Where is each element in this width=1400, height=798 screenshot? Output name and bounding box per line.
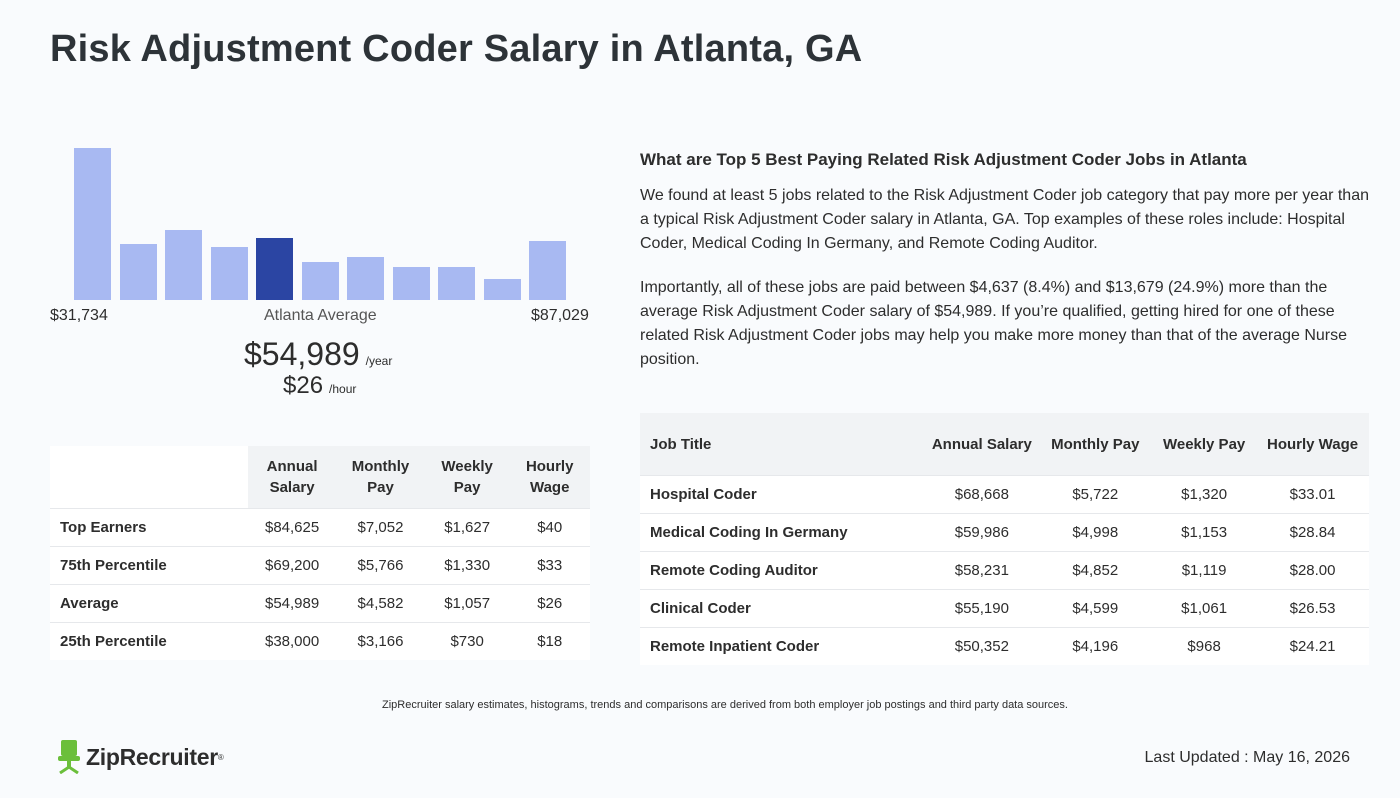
table-cell: $54,989 [248,584,337,623]
job-title: Hospital Coder [640,475,926,514]
histogram-bar [74,148,111,300]
table-header-cell [50,446,249,509]
table-cell: $7,052 [336,508,425,547]
table-row: Top Earners $84,625 $7,052 $1,627 $40 [50,508,590,547]
histogram-average-label: Atlanta Average [264,307,377,324]
annual-salary-unit: /year [365,354,393,368]
table-cell: $1,627 [424,508,510,547]
histogram-bar [301,262,339,300]
table-cell: $50,352 [925,627,1039,665]
table-row: Clinical Coder $55,190 $4,599 $1,061 $26… [640,589,1369,628]
row-label: 75th Percentile [50,546,249,585]
histogram-bar [210,246,248,300]
row-label: Average [50,584,249,623]
table-cell: $5,722 [1038,475,1153,514]
histogram-bar [483,278,521,300]
table-header-cell: Annual Salary [925,413,1039,476]
table-row: Remote Coding Auditor $58,231 $4,852 $1,… [640,551,1369,590]
table-cell: $5,766 [336,546,425,585]
table-cell: $1,320 [1152,475,1257,514]
table-cell: $69,200 [248,546,337,585]
table-cell: $4,998 [1038,513,1153,552]
table-cell: $26 [509,584,590,623]
table-cell: $68,668 [925,475,1039,514]
table-cell: $33.01 [1256,475,1369,514]
annual-salary-value: $54,989 [244,336,360,372]
histogram-bar [529,240,566,300]
table-row: Medical Coding In Germany $59,986 $4,998… [640,513,1369,552]
table-cell: $1,153 [1152,513,1257,552]
related-jobs-table-header: Job Title Annual Salary Monthly Pay Week… [640,413,1369,476]
table-cell: $58,231 [925,551,1039,590]
table-cell: $84,625 [248,508,337,547]
histogram-max-label: $87,029 [531,307,589,324]
table-cell: $1,119 [1152,551,1257,590]
job-title: Remote Inpatient Coder [640,627,926,665]
annual-salary: $54,989/year [244,336,392,373]
table-row: 75th Percentile $69,200 $5,766 $1,330 $3… [50,546,590,585]
table-header-cell: Weekly Pay [424,446,510,509]
related-jobs-intro: We found at least 5 jobs related to the … [640,187,1369,252]
table-header-cell: Weekly Pay [1152,413,1257,476]
related-jobs-table: Job Title Annual Salary Monthly Pay Week… [640,413,1369,665]
table-row: 25th Percentile $38,000 $3,166 $730 $18 [50,622,590,660]
table-row: Hospital Coder $68,668 $5,722 $1,320 $33… [640,475,1369,514]
table-header-cell: Annual Salary [248,446,337,509]
job-title: Medical Coding In Germany [640,513,926,552]
table-cell: $1,330 [424,546,510,585]
hourly-wage-value: $26 [283,372,324,399]
histogram-min-label: $31,734 [50,307,108,324]
histogram-bar [347,257,384,300]
data-source-disclaimer: ZipRecruiter salary estimates, histogram… [382,699,1068,711]
brand-name: ZipRecruiter [86,743,218,770]
table-cell: $4,196 [1038,627,1153,665]
table-cell: $40 [509,508,590,547]
table-header-cell: Monthly Pay [336,446,425,509]
table-cell: $24.21 [1256,627,1369,665]
table-row: Average $54,989 $4,582 $1,057 $26 [50,584,590,623]
table-cell: $1,057 [424,584,510,623]
histogram-bar [165,230,202,300]
table-cell: $55,190 [925,589,1039,628]
histogram-bar [392,266,430,300]
job-title: Clinical Coder [640,589,926,628]
table-cell: $3,166 [336,622,425,660]
last-updated: Last Updated : May 16, 2026 [1144,749,1350,766]
job-title: Remote Coding Auditor [640,551,926,590]
table-header-cell: Hourly Wage [509,446,590,509]
table-cell: $4,852 [1038,551,1153,590]
row-label: Top Earners [50,508,249,547]
table-cell: $28.84 [1256,513,1369,552]
histogram-bar [256,237,293,300]
histogram-bar [438,266,475,300]
salary-histogram [50,120,590,300]
table-cell: $4,582 [336,584,425,623]
table-cell: $18 [509,622,590,660]
row-label: 25th Percentile [50,622,249,660]
table-cell: $33 [509,546,590,585]
percentile-table: Annual Salary Monthly Pay Weekly Pay Hou… [50,446,590,660]
ziprecruiter-logo[interactable]: ZipRecruiter ® [58,739,224,775]
brand-registered-mark: ® [217,752,224,762]
histogram-bar [119,243,157,300]
table-header-cell: Hourly Wage [1256,413,1369,476]
table-cell: $4,599 [1038,589,1153,628]
table-cell: $968 [1152,627,1257,665]
hourly-wage-unit: /hour [329,382,357,396]
table-row: Remote Inpatient Coder $50,352 $4,196 $9… [640,627,1369,665]
table-cell: $730 [424,622,510,660]
chair-icon [58,740,80,774]
page-title: Risk Adjustment Coder Salary in Atlanta,… [50,28,863,70]
hourly-wage: $26/hour [283,372,356,400]
related-jobs-heading: What are Top 5 Best Paying Related Risk … [640,150,1247,169]
table-cell: $26.53 [1256,589,1369,628]
table-header-cell: Monthly Pay [1038,413,1153,476]
table-header-cell: Job Title [640,413,926,476]
percentile-table-header: Annual Salary Monthly Pay Weekly Pay Hou… [50,446,590,509]
table-cell: $1,061 [1152,589,1257,628]
table-cell: $59,986 [925,513,1039,552]
table-cell: $38,000 [248,622,337,660]
related-jobs-detail: Importantly, all of these jobs are paid … [640,279,1348,368]
table-cell: $28.00 [1256,551,1369,590]
